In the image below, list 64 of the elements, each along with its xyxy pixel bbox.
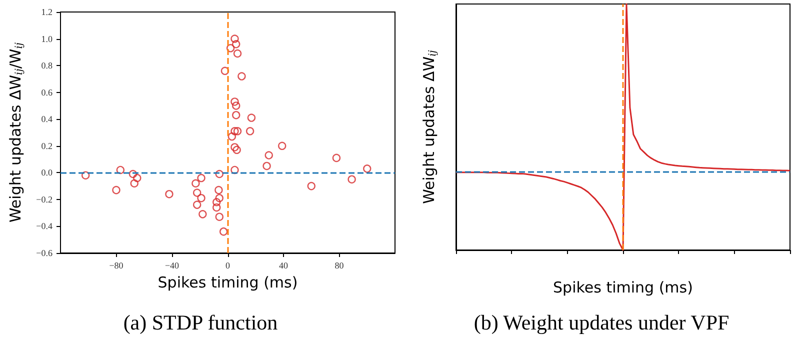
point [230, 34, 239, 43]
x-tick-label: −80 [109, 260, 124, 270]
y-tick-label: 0.6 [41, 87, 53, 98]
point [192, 179, 200, 188]
point [230, 98, 239, 106]
point [228, 132, 236, 141]
point [116, 166, 125, 174]
point [232, 110, 240, 120]
point [212, 198, 221, 206]
point [198, 210, 207, 218]
y-tick-label: −0.4 [36, 221, 53, 232]
point [130, 179, 138, 188]
x-tick-label: 0 [226, 260, 230, 270]
point [128, 170, 138, 178]
x-tick-label: −40 [164, 260, 180, 270]
point [197, 174, 206, 182]
point [197, 194, 206, 202]
y-tick-label: 0.4 [41, 114, 53, 124]
point [278, 142, 286, 150]
point [192, 188, 202, 197]
y-axis-title: Weight updates ΔWij/Wij [6, 42, 25, 223]
point [215, 170, 224, 178]
point [214, 186, 223, 194]
y-tick-label: 0.2 [41, 140, 52, 151]
point [307, 182, 316, 190]
point [264, 151, 273, 160]
point [133, 174, 142, 182]
point [233, 49, 242, 58]
x-axis-title: Spikes timing (ms) [553, 278, 693, 296]
point [81, 171, 90, 180]
y-tick-label: −0.2 [36, 194, 52, 204]
y-axis-title: Weight updates ΔWij [420, 50, 438, 204]
x-axis-title: Spikes timing (ms) [158, 273, 298, 292]
point [230, 127, 239, 136]
point [212, 203, 221, 212]
x-tick-label: 80 [334, 260, 344, 270]
point [192, 200, 202, 209]
y-tick-label: 0.0 [41, 168, 53, 178]
point [232, 102, 240, 110]
point [232, 40, 240, 48]
point [215, 212, 224, 221]
text: (b) Weight updates under VPF [474, 310, 730, 334]
point [246, 127, 254, 136]
point [348, 175, 356, 184]
point [112, 186, 120, 194]
point [262, 162, 271, 170]
point [219, 227, 228, 236]
point [230, 166, 239, 174]
point [247, 114, 256, 122]
y-tick-label: 0.8 [41, 60, 53, 71]
point [165, 190, 174, 198]
y-tick-label: 1.2 [41, 7, 52, 17]
point [215, 194, 224, 202]
point [226, 44, 235, 52]
point [232, 146, 241, 154]
point [332, 154, 341, 162]
x-tick-label: 40 [279, 260, 288, 270]
point [233, 127, 242, 136]
point [238, 72, 246, 80]
point [363, 164, 372, 173]
y-tick-label: −0.6 [36, 248, 53, 258]
y-tick-label: 1.0 [41, 34, 53, 44]
point [230, 143, 239, 152]
text: (a) STDP function [123, 310, 278, 334]
